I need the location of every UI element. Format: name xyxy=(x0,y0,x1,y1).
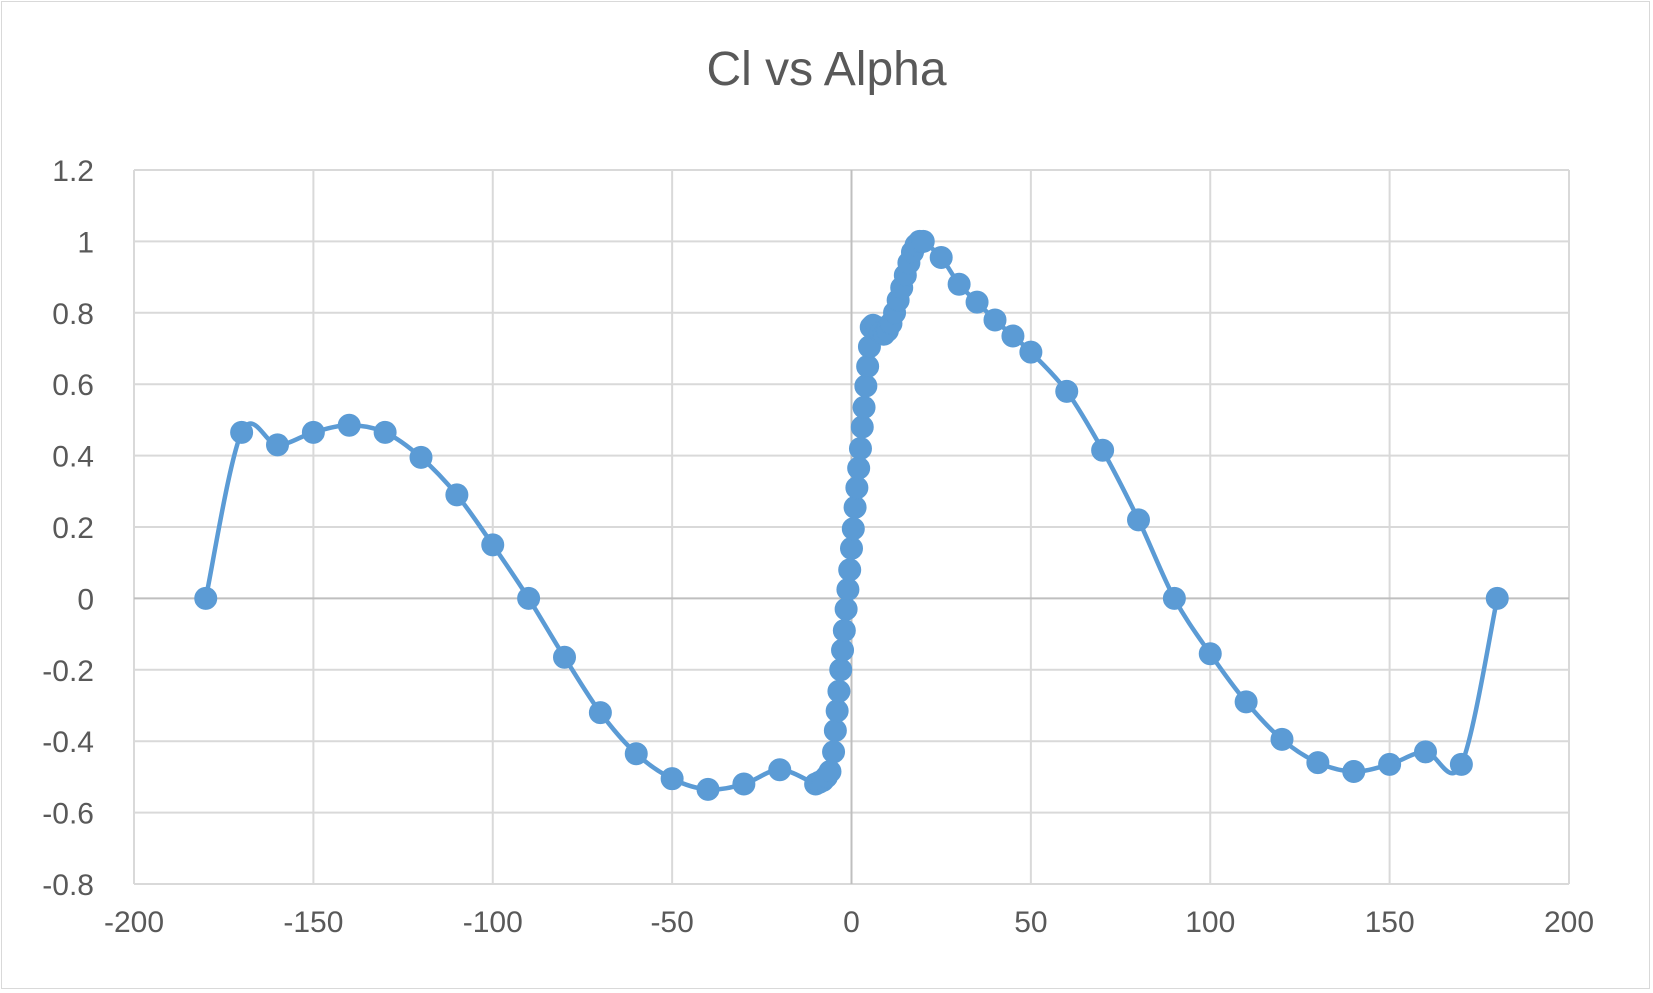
data-point xyxy=(825,699,849,723)
data-point xyxy=(1270,727,1294,751)
data-point xyxy=(848,436,872,460)
y-tick-label: 1.2 xyxy=(52,155,94,188)
data-point xyxy=(732,772,756,796)
x-tick-label: 150 xyxy=(1365,906,1415,939)
data-point xyxy=(843,495,867,519)
data-point xyxy=(845,476,869,500)
y-tick-label: -0.6 xyxy=(42,798,94,831)
data-point xyxy=(588,701,612,725)
data-point xyxy=(983,308,1007,332)
data-point xyxy=(1234,690,1258,714)
data-point xyxy=(840,536,863,560)
x-tick-label: -200 xyxy=(104,906,164,939)
y-tick-label: 0.2 xyxy=(52,512,94,545)
data-point xyxy=(1198,642,1222,666)
data-point xyxy=(1019,340,1043,364)
data-point xyxy=(852,395,876,419)
data-point xyxy=(947,272,971,296)
tick-labels: -200 -150 -100 -50 0 50 100 150 200 1.2 1 0.8 0.6 0.4… xyxy=(42,155,1594,939)
data-point xyxy=(1162,586,1186,610)
data-point xyxy=(553,645,576,669)
y-tick-label: 0.8 xyxy=(52,298,94,331)
data-point xyxy=(1378,752,1402,776)
data-point xyxy=(929,245,953,269)
data-point xyxy=(832,619,856,643)
data-point xyxy=(409,445,433,469)
data-point xyxy=(624,742,648,766)
data-point xyxy=(850,415,874,439)
data-point xyxy=(838,558,862,582)
data-point xyxy=(696,777,720,801)
data-point xyxy=(841,517,865,541)
data-point xyxy=(829,658,853,682)
data-point xyxy=(1091,438,1115,462)
x-tick-label: -150 xyxy=(283,906,343,939)
series-cl xyxy=(194,229,1509,801)
data-point xyxy=(1001,324,1025,348)
data-point xyxy=(230,420,254,444)
data-point xyxy=(1306,751,1330,775)
y-tick-label: -0.4 xyxy=(42,726,94,759)
y-tick-label: 0.4 xyxy=(52,441,94,474)
data-point xyxy=(481,533,505,557)
x-tick-label: 0 xyxy=(843,906,860,939)
data-point xyxy=(822,740,846,764)
data-point xyxy=(266,433,289,457)
data-point xyxy=(834,597,858,621)
data-point xyxy=(1055,379,1079,403)
x-tick-label: 200 xyxy=(1544,906,1594,939)
y-tick-label: 0.6 xyxy=(52,369,94,402)
data-point xyxy=(827,679,851,703)
x-tick-label: -50 xyxy=(650,906,693,939)
data-point xyxy=(1414,740,1437,764)
data-point xyxy=(818,760,842,784)
data-point xyxy=(1127,508,1150,532)
data-point xyxy=(1485,586,1509,610)
data-point xyxy=(301,420,325,444)
data-point xyxy=(445,483,469,507)
data-point xyxy=(836,577,860,601)
data-point xyxy=(911,229,935,253)
data-point xyxy=(847,456,871,480)
y-tick-label: 1 xyxy=(77,226,94,259)
x-tick-label: 50 xyxy=(1014,906,1047,939)
data-point xyxy=(831,638,855,662)
data-point xyxy=(194,586,218,610)
data-point xyxy=(337,413,361,437)
data-point xyxy=(517,586,541,610)
data-point xyxy=(823,718,847,742)
data-point xyxy=(856,354,880,378)
data-point xyxy=(373,420,397,444)
chart-title: Cl vs Alpha xyxy=(706,43,947,96)
x-tick-label: -100 xyxy=(463,906,523,939)
y-tick-label: -0.2 xyxy=(42,655,94,688)
data-point xyxy=(660,767,684,791)
data-point xyxy=(854,374,878,398)
x-tick-label: 100 xyxy=(1185,906,1235,939)
data-point xyxy=(1449,752,1473,776)
data-point xyxy=(768,758,792,782)
data-point xyxy=(1342,760,1366,784)
data-point xyxy=(965,290,989,314)
y-tick-label: -0.8 xyxy=(42,869,94,902)
y-tick-label: 0 xyxy=(77,583,94,616)
